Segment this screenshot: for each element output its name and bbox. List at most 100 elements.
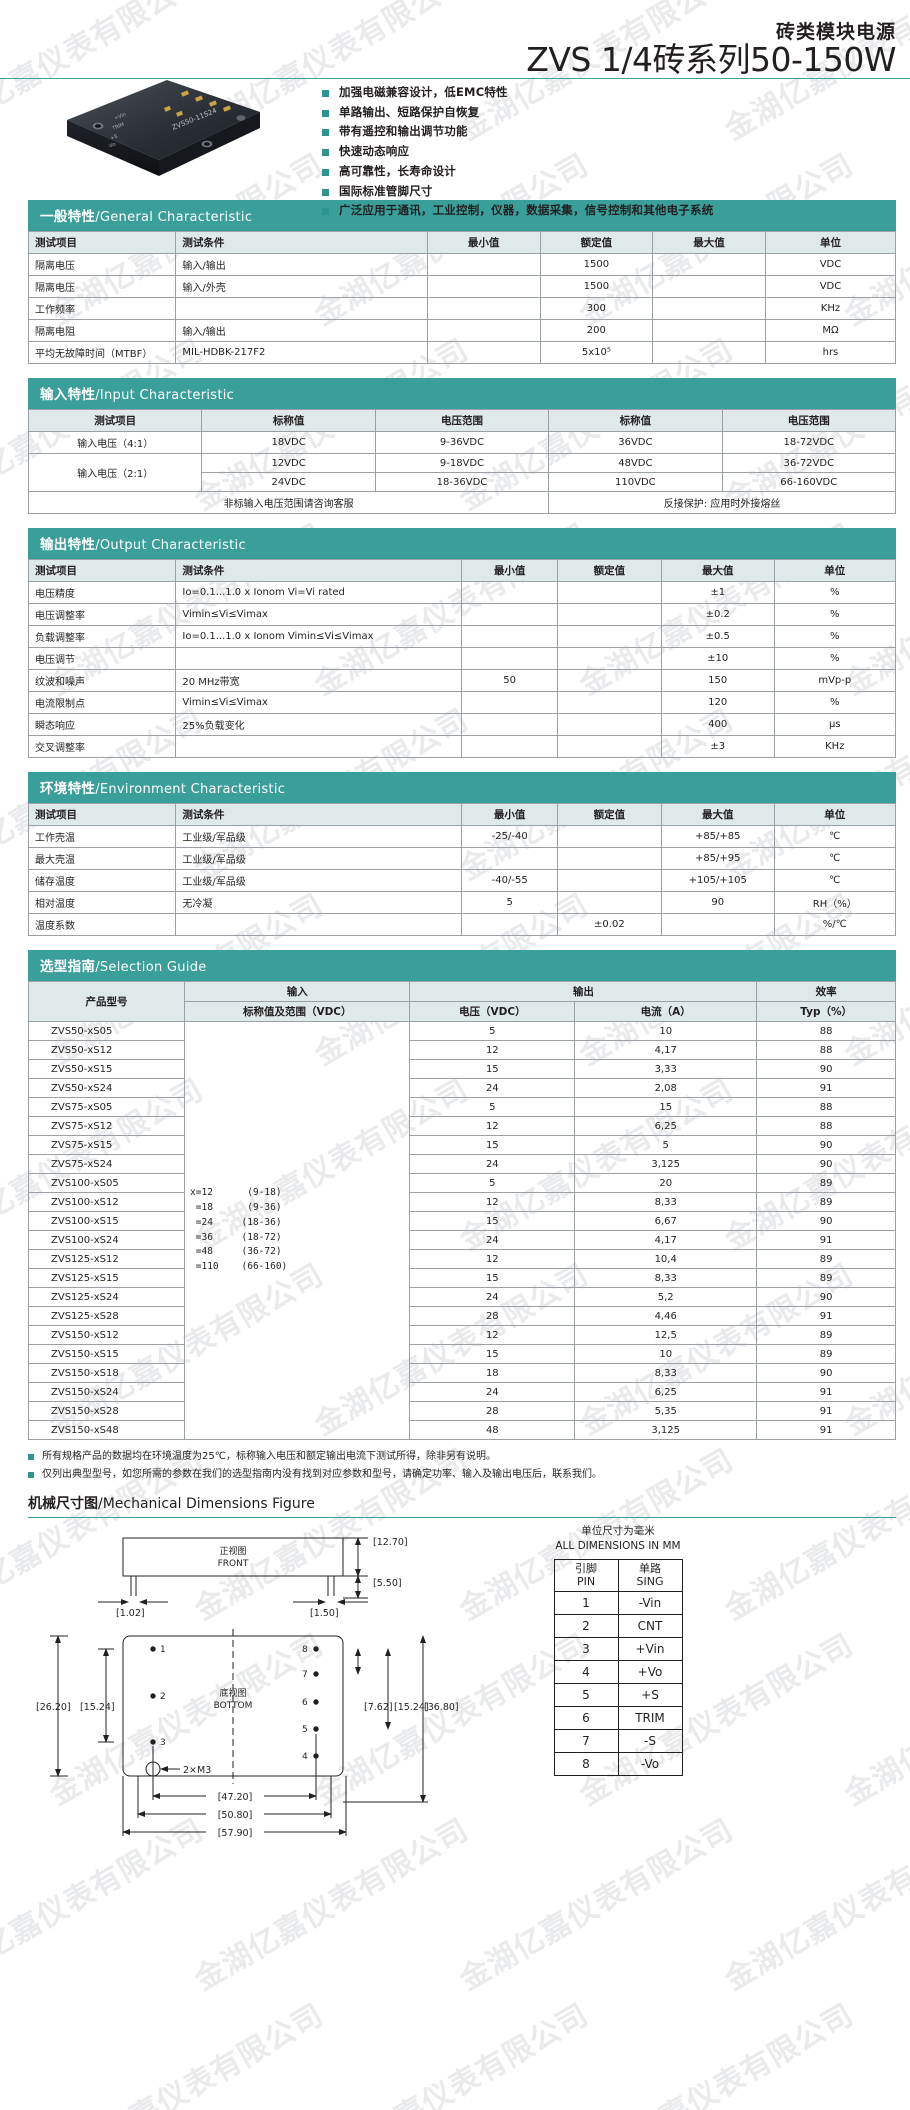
pin-number: 1 xyxy=(553,1591,619,1616)
cell-item: 交叉调整率 xyxy=(27,735,177,758)
cell-item: 隔离电压 xyxy=(27,253,177,276)
cell-typ: 5x10⁵ xyxy=(539,341,654,364)
cell-min xyxy=(461,603,558,626)
cell-min xyxy=(426,275,541,298)
table-row: ZVS125-xS15 15 8,33 89 xyxy=(27,1268,896,1288)
feature-label: 国际标准管脚尺寸 xyxy=(339,183,433,198)
pin-table-row: 2 CNT xyxy=(553,1614,683,1639)
cell-model: ZVS100-xS12 xyxy=(27,1192,186,1212)
pin-signal: TRIM xyxy=(617,1706,683,1731)
svg-text:5: 5 xyxy=(302,1725,308,1735)
col-header: 最小值 xyxy=(461,803,558,826)
cell-iout: 3,125 xyxy=(574,1420,758,1440)
cell-typ xyxy=(556,603,662,626)
cell-efficiency: 91 xyxy=(756,1420,896,1440)
cell-unit: μs xyxy=(773,713,897,736)
cell-max: 90 xyxy=(660,891,775,914)
cell-max: 150 xyxy=(660,669,775,692)
table-row: 最大壳温 工业级/军品级 +85/+95 ℃ xyxy=(27,847,897,870)
svg-text:1: 1 xyxy=(160,1645,166,1655)
cell-item: 储存温度 xyxy=(27,869,177,892)
section-title-en: /Environment Characteristic xyxy=(95,782,286,797)
cell-item: 隔离电压 xyxy=(27,275,177,298)
table-row: ZVS100-xS05 5 20 89 xyxy=(27,1173,896,1193)
front-label-cn: 正视图 xyxy=(219,1545,246,1557)
cell-efficiency: 88 xyxy=(756,1097,896,1117)
section-title-cn: 环境特性 xyxy=(40,781,96,797)
svg-text:[12.70]: [12.70] xyxy=(373,1537,408,1548)
col-header: 标称值 xyxy=(201,409,376,432)
note-text: 所有规格产品的数据均在环境温度为25℃，标称输入电压和额定输出电流下测试所得，除… xyxy=(42,1451,496,1462)
col-header: 单位 xyxy=(773,559,897,582)
cell-item: 平均无故障时间（MTBF） xyxy=(27,341,177,364)
feature-item: 高可靠性，长寿命设计 xyxy=(322,164,713,178)
section-header-general: 一般特性/General Characteristic xyxy=(28,200,896,231)
cell-efficiency: 90 xyxy=(756,1059,896,1079)
cell-range-a: 9-18VDC xyxy=(374,453,550,473)
cell-min xyxy=(426,341,541,364)
cell-min xyxy=(426,253,541,276)
table-header-row: 测试项目 测试条件 最小值 额定值 最大值 单位 xyxy=(27,803,897,826)
cell-vout: 15 xyxy=(409,1135,576,1155)
svg-text:[1.02]: [1.02] xyxy=(116,1608,145,1619)
feature-item: 广泛应用于通讯，工业控制，仪器，数据采集，信号控制和其他电子系统 xyxy=(322,204,713,217)
cell-efficiency: 91 xyxy=(756,1306,896,1326)
cell-item: 瞬态响应 xyxy=(27,713,177,736)
section-title-en: /Input Characteristic xyxy=(95,388,235,403)
cell-unit: % xyxy=(773,647,897,670)
page-title-en: ZVS 1/4砖系列50-150W xyxy=(526,39,896,79)
cell-model: ZVS150-xS24 xyxy=(27,1382,186,1402)
note-item: 仅列出典型型号，如您所需的参数在我们的选型指南内没有找到对应参数和型号，请确定功… xyxy=(28,1468,896,1481)
cell-item: 电压调节 xyxy=(27,647,177,670)
table-row: ZVS150-xS12 12 12,5 89 xyxy=(27,1325,896,1345)
cell-model: ZVS100-xS15 xyxy=(27,1211,186,1231)
pin-signal: +S xyxy=(617,1683,683,1708)
cell-iout: 5 xyxy=(574,1135,758,1155)
cell-efficiency: 90 xyxy=(756,1287,896,1307)
col-header-iout: 电流（A） xyxy=(574,1001,758,1022)
cell-model: ZVS150-xS28 xyxy=(27,1401,186,1421)
cell-range-a: 18-36VDC xyxy=(374,472,550,492)
table-row: 电流限制点 Vimin≤Vi≤Vimax 120% xyxy=(27,691,897,714)
cell-item: 最大壳温 xyxy=(27,847,177,870)
cell-vout: 5 xyxy=(409,1173,576,1193)
cell-item: 输入电压（4:1） xyxy=(27,431,203,454)
table-row: ZVS50-xS24 24 2,08 91 xyxy=(27,1078,896,1098)
table-pin-assignment: 引脚 PIN 单路 SING 1 -Vin 2 CNT 3 +Vin 4 +Vo 5 +S 6 TRI… xyxy=(553,1559,683,1777)
cell-max: ±0.2 xyxy=(660,603,775,626)
svg-text:7: 7 xyxy=(302,1670,308,1680)
cell-cond: Vimin≤Vi≤Vimax xyxy=(175,603,463,626)
pin-col-header: 引脚 PIN xyxy=(553,1559,619,1593)
col-header: 最大值 xyxy=(660,559,775,582)
cell-efficiency: 91 xyxy=(756,1401,896,1421)
square-bullet-icon xyxy=(322,208,329,216)
cell-vout: 5 xyxy=(409,1021,576,1041)
cell-typ xyxy=(556,713,662,736)
cell-item: 温度系数 xyxy=(27,913,177,936)
cell-efficiency: 89 xyxy=(756,1173,896,1193)
notes-list: 所有规格产品的数据均在环境温度为25℃，标称输入电压和额定输出电流下测试所得，除… xyxy=(28,1450,896,1481)
cell-max xyxy=(652,297,766,320)
cell-iout: 8,33 xyxy=(574,1268,758,1288)
cell-vout: 12 xyxy=(409,1040,576,1060)
cell-max xyxy=(660,913,775,936)
cell-typ: 300 xyxy=(539,297,654,320)
feature-label: 广泛应用于通讯，工业控制，仪器，数据采集，信号控制和其他电子系统 xyxy=(339,203,714,218)
section-header-selection: 选型指南/Selection Guide xyxy=(28,950,896,981)
cell-cond: 无冷凝 xyxy=(175,891,463,914)
cell-iout: 20 xyxy=(574,1173,758,1193)
cell-cond: 输入/外壳 xyxy=(175,275,428,298)
cell-typ xyxy=(556,847,662,870)
cell-model: ZVS75-xS12 xyxy=(27,1116,186,1136)
cell-item: 电流限制点 xyxy=(27,691,177,714)
col-header: 最大值 xyxy=(652,231,766,254)
table-row: ZVS75-xS24 24 3,125 90 xyxy=(27,1154,896,1174)
cell-model: ZVS150-xS18 xyxy=(27,1363,186,1383)
cell-efficiency: 88 xyxy=(756,1040,896,1060)
table-row: 输入电压（2:1） 12VDC 9-18VDC 48VDC 36-72VDC xyxy=(27,453,897,492)
svg-text:TRIM: TRIM xyxy=(111,122,126,133)
cell-min xyxy=(426,319,541,342)
table-row: 储存温度 工业级/军品级 -40/-55 +105/+105 ℃ xyxy=(27,869,897,892)
cell-item: 纹波和噪声 xyxy=(27,669,177,692)
cell-efficiency: 89 xyxy=(756,1249,896,1269)
